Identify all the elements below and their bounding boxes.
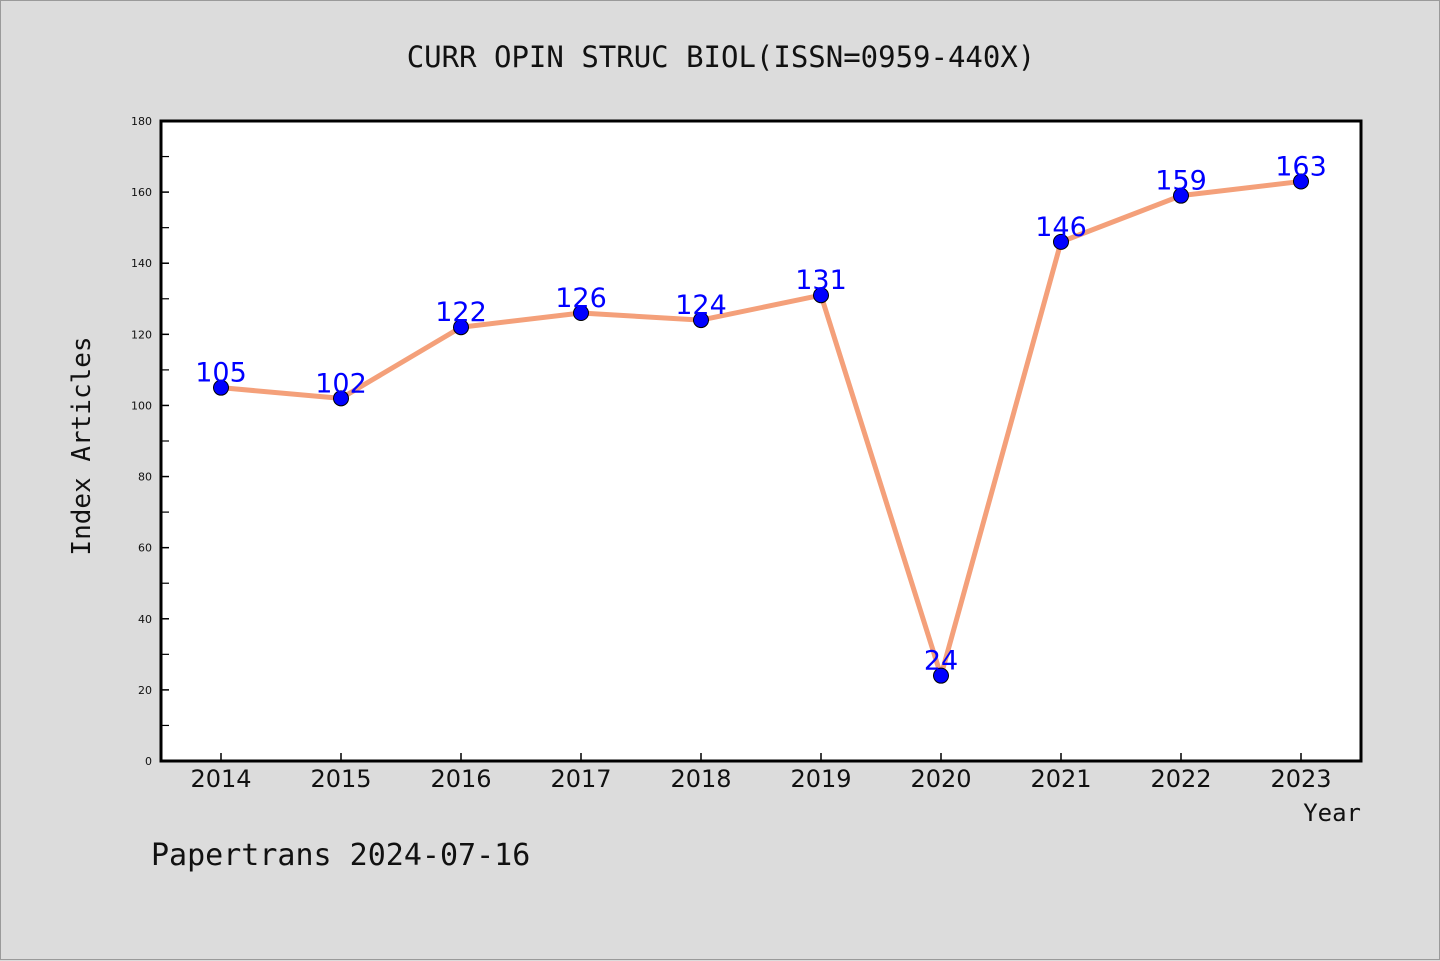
x-axis-label: Year [1303,799,1361,827]
x-axis: 2014 2015 2016 2017 2018 2019 2020 2021 2022 2023 [190,753,1332,793]
chart-title: CURR OPIN STRUC BIOL(ISSN=0959-440X) [407,40,1036,74]
y-tick-label: 180 [131,115,152,128]
data-point [1173,187,1189,204]
x-tick-label: 2019 [790,765,851,793]
data-labels: 105 102 122 126 124 131 24 146 159 163 [195,151,1327,676]
data-label: 122 [435,297,487,328]
y-tick-label: 100 [131,399,152,412]
series-line-group [218,178,1304,679]
x-tick-label: 2014 [190,765,251,793]
data-point [933,667,949,684]
footer-text: Papertrans 2024-07-16 [151,838,530,873]
x-tick-label: 2018 [670,765,731,793]
series-line [218,178,1304,679]
y-tick-label: 120 [131,328,152,341]
y-tick-label: 140 [131,257,152,270]
data-label: 131 [795,265,847,296]
x-tick-label: 2016 [430,765,491,793]
data-label: 124 [675,290,727,321]
y-tick-label: 40 [138,613,152,626]
x-tick-label: 2021 [1030,765,1091,793]
x-tick-label: 2023 [1270,765,1331,793]
data-point [333,390,349,407]
y-tick-label: 160 [131,186,152,199]
y-axis: 0 20 40 60 80 100 120 140 160 180 [131,115,169,768]
x-tick-label: 2022 [1150,765,1211,793]
data-markers [213,173,1309,684]
y-tick-label: 20 [138,684,152,697]
data-point [813,287,829,304]
data-label: 146 [1035,212,1087,243]
y-tick-label: 60 [138,542,152,555]
data-point [693,312,709,329]
data-label: 126 [555,283,607,314]
data-label: 102 [315,368,367,399]
data-label: 24 [924,646,958,677]
data-label: 105 [195,358,247,389]
y-axis-label: Index Articles [67,336,97,555]
data-point [573,305,589,321]
data-label: 159 [1155,166,1207,197]
x-tick-label: 2020 [910,765,971,793]
plot-area [159,119,1363,763]
data-point [1293,173,1309,190]
data-point [213,379,229,396]
x-tick-label: 2017 [550,765,611,793]
x-tick-label: 2015 [310,765,371,793]
y-tick-label: 0 [145,755,152,768]
y-tick-label: 80 [138,471,152,484]
data-label: 163 [1275,151,1327,182]
data-point [1053,233,1069,250]
data-point [453,319,469,336]
